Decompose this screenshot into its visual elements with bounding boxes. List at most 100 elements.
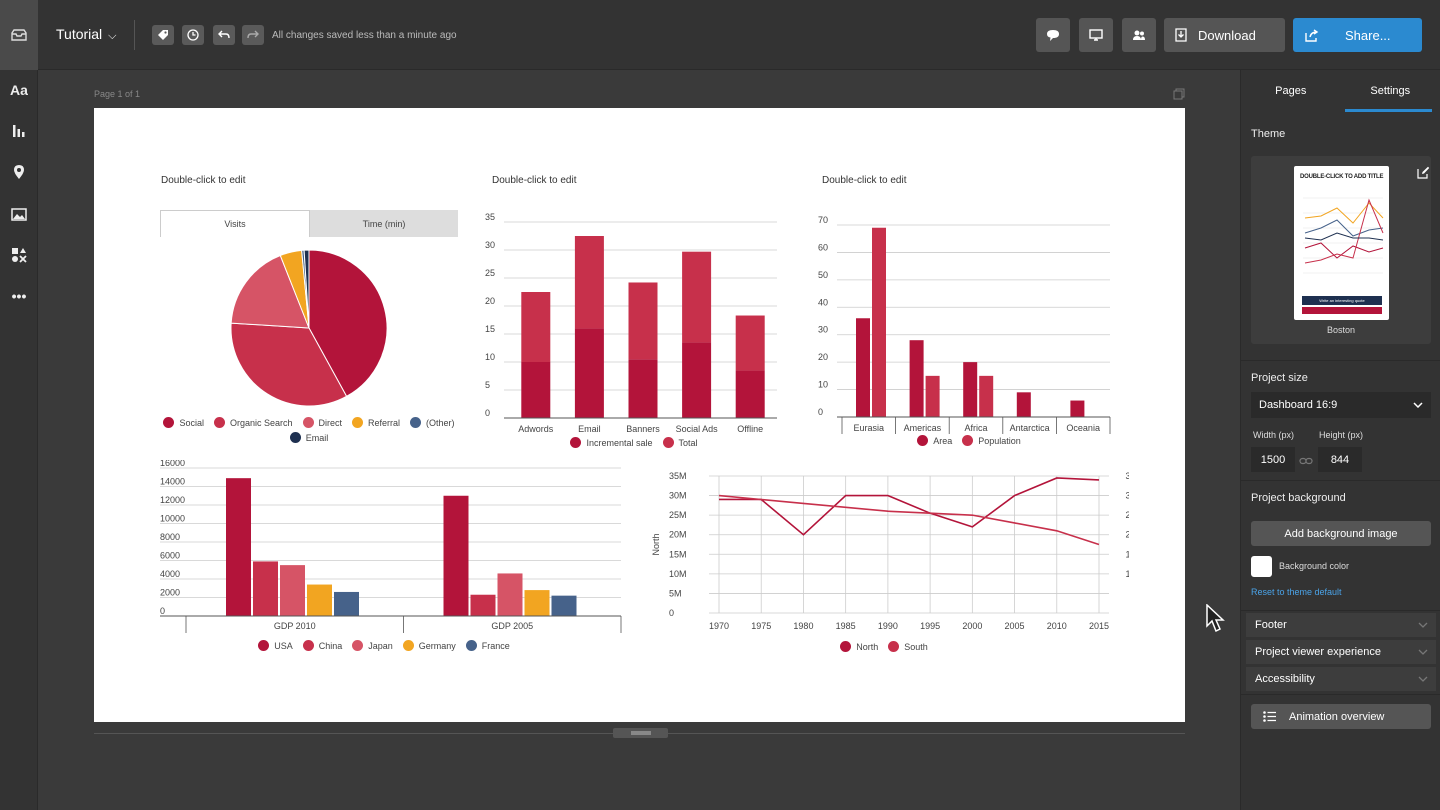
legend-item[interactable]: Email xyxy=(289,432,329,443)
y-tick-label: 2000 xyxy=(160,588,180,598)
theme-thumb-title: DOUBLE-CLICK TO ADD TITLE xyxy=(1300,174,1384,180)
redo-button[interactable] xyxy=(242,25,264,45)
tab-settings[interactable]: Settings xyxy=(1341,70,1440,112)
bar xyxy=(979,375,994,417)
legend-item[interactable]: Organic Search xyxy=(213,417,293,428)
gdp-bar-chart[interactable]: 0 2000 4000 6000 8000 10000 12000 14000 16000 GDP… xyxy=(154,460,629,635)
theme-thumb-chart xyxy=(1303,197,1384,274)
y-tick-label: 70 xyxy=(818,215,828,225)
legend-label: Referral xyxy=(368,417,401,428)
legend-item[interactable]: (Other) xyxy=(410,417,455,428)
top-toolbar: Tutorial ⌵ All changes saved less than a … xyxy=(0,0,1440,70)
stacked-bar-chart[interactable]: 0 5 10 15 20 25 30 35 Adwords Email Banners Social … xyxy=(479,206,789,436)
bar xyxy=(551,595,577,616)
x-tick-label: Adwords xyxy=(518,424,554,434)
add-background-button[interactable]: Add background image xyxy=(1251,521,1431,546)
legend-label: South xyxy=(904,641,928,652)
legend-item[interactable]: Total xyxy=(662,437,698,448)
theme-card[interactable]: DOUBLE-CLICK TO ADD TITLE Write an inter… xyxy=(1251,156,1431,344)
text-tool-icon[interactable]: Aa xyxy=(10,82,28,98)
y-tick-label: 8000 xyxy=(160,532,180,542)
x-tick-label: 1995 xyxy=(920,621,940,631)
legend-label: Email xyxy=(305,432,329,443)
map-tool-icon[interactable] xyxy=(0,157,38,187)
elements-tool-icon[interactable] xyxy=(0,240,38,270)
chevron-down-icon: ⌵ xyxy=(108,30,117,42)
legend-item[interactable]: Direct xyxy=(302,417,342,428)
animation-overview-button[interactable]: Animation overview xyxy=(1251,704,1431,729)
bar xyxy=(909,340,924,417)
legend-item[interactable]: Germany xyxy=(402,640,456,651)
present-button[interactable] xyxy=(1079,18,1113,52)
legend-item[interactable]: Social xyxy=(163,417,204,428)
edit-theme-icon[interactable] xyxy=(1417,166,1430,184)
tag-button[interactable] xyxy=(152,25,174,45)
bar xyxy=(443,495,469,616)
undo-button[interactable] xyxy=(213,25,235,45)
comment-icon xyxy=(1047,29,1059,41)
reset-theme-link[interactable]: Reset to theme default xyxy=(1251,587,1342,597)
project-title-dropdown[interactable]: Tutorial ⌵ xyxy=(56,26,117,43)
y-tick-label: 10000 xyxy=(160,514,185,524)
tab-pages[interactable]: Pages xyxy=(1275,85,1307,97)
legend-item[interactable]: USA xyxy=(258,640,293,651)
height-input[interactable]: 844 xyxy=(1318,447,1362,472)
download-button[interactable]: Download xyxy=(1164,18,1285,52)
continent-bar-chart[interactable]: 0 10 20 30 40 50 60 70 Eurasia Americas Africa Anta… xyxy=(812,204,1122,434)
bar xyxy=(963,362,978,417)
viewer-experience-accordion[interactable]: Project viewer experience xyxy=(1246,640,1436,664)
line-chart[interactable]: 005M5M10M10M15M15M20M20M25M25M30M30M35M3… xyxy=(649,466,1129,636)
accessibility-accordion[interactable]: Accessibility xyxy=(1246,667,1436,691)
y-tick-label: 20 xyxy=(485,296,495,306)
share-button[interactable]: Share... xyxy=(1293,18,1422,52)
legend-item[interactable]: Japan xyxy=(352,640,393,651)
settings-panel: Pages Settings Theme DOUBLE-CLICK TO ADD… xyxy=(1240,70,1440,810)
x-tick-label: 2000 xyxy=(962,621,982,631)
link-icon[interactable] xyxy=(1299,453,1313,471)
background-color-swatch[interactable] xyxy=(1251,556,1272,577)
continent-bar-chart-legend: Area Population xyxy=(824,435,1114,446)
page-resize-handle[interactable] xyxy=(613,728,668,738)
x-tick-label: 1985 xyxy=(836,621,856,631)
left-tool-rail: Aa ••• xyxy=(0,70,38,810)
chart-tool-icon[interactable] xyxy=(0,116,38,146)
y-tick-label: 5M xyxy=(669,588,682,598)
image-tool-icon[interactable] xyxy=(0,199,38,229)
width-input[interactable]: 1500 xyxy=(1251,447,1295,472)
tab-visits[interactable]: Visits xyxy=(160,210,310,237)
legend-item[interactable]: Area xyxy=(917,435,952,446)
collaborators-button[interactable] xyxy=(1122,18,1156,52)
duplicate-page-icon[interactable] xyxy=(1173,87,1185,105)
legend-item[interactable]: North xyxy=(840,641,878,652)
section-divider xyxy=(1241,480,1440,481)
chevron-down-icon xyxy=(1418,649,1428,655)
dashboard-page[interactable]: Double-click to edit Visits Time (min) S… xyxy=(94,108,1185,722)
section-divider xyxy=(1241,694,1440,695)
legend-item[interactable]: China xyxy=(302,640,342,651)
y-tick-label: 60 xyxy=(818,242,828,252)
theme-heading: Theme xyxy=(1251,128,1286,140)
section-divider xyxy=(1241,360,1440,361)
grouped-bar-chart-title[interactable]: Double-click to edit xyxy=(822,175,907,186)
project-size-select[interactable]: Dashboard 16:9 xyxy=(1251,392,1431,418)
comments-button[interactable] xyxy=(1036,18,1070,52)
more-tools-icon[interactable]: ••• xyxy=(11,288,27,304)
legend-item[interactable]: Referral xyxy=(352,417,400,428)
legend-swatch xyxy=(465,640,477,651)
pie-chart[interactable] xyxy=(224,248,394,418)
tab-time[interactable]: Time (min) xyxy=(362,218,406,229)
stacked-bar-chart-title[interactable]: Double-click to edit xyxy=(492,175,577,186)
bar xyxy=(735,370,765,418)
theme-thumb-quote: Write an interesting quote xyxy=(1302,296,1382,305)
legend-item[interactable]: South xyxy=(888,641,928,652)
legend-item[interactable]: France xyxy=(465,640,510,651)
bar xyxy=(925,375,940,417)
monitor-icon xyxy=(1089,29,1103,41)
home-icon[interactable] xyxy=(0,0,38,70)
pie-chart-title[interactable]: Double-click to edit xyxy=(161,175,246,186)
legend-item[interactable]: Incremental sale xyxy=(570,437,653,448)
legend-item[interactable]: Population xyxy=(962,435,1021,446)
footer-accordion[interactable]: Footer xyxy=(1246,613,1436,637)
history-button[interactable] xyxy=(182,25,204,45)
